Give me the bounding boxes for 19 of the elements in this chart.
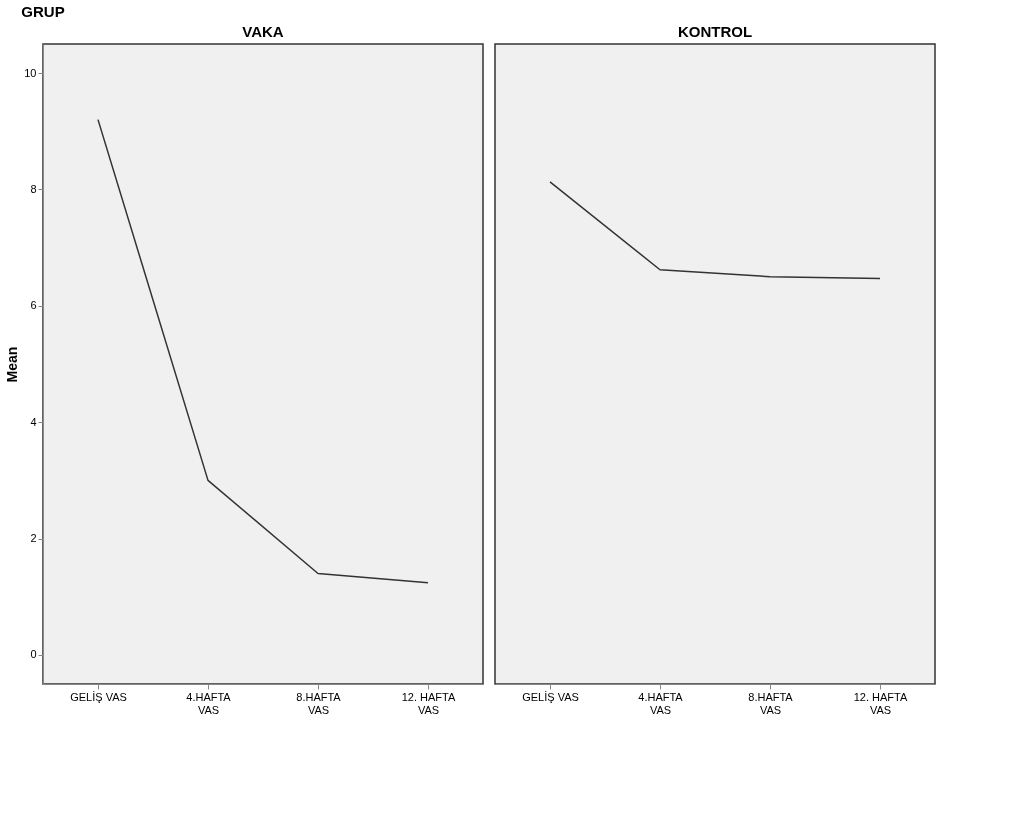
line-series	[97, 118, 429, 584]
y-tick-label: 0	[30, 648, 37, 661]
y-tick-label: 2	[30, 532, 37, 545]
x-tick-label: 8.HAFTA VAS	[748, 690, 794, 716]
x-tick-label: 4.HAFTA VAS	[638, 690, 684, 716]
x-tick-label: GELİŞ VAS	[70, 690, 127, 703]
chart-title: VAKA	[242, 23, 284, 40]
y-axis-title: Mean	[4, 346, 21, 383]
chart-title: KONTROL	[677, 23, 753, 40]
y-tick-label: 8	[30, 182, 37, 195]
x-tick-label: 4.HAFTA VAS	[186, 690, 232, 716]
y-tick-label: 4	[30, 415, 37, 428]
x-tick-label: 8.HAFTA VAS	[296, 690, 342, 716]
text: GRUP	[21, 3, 65, 21]
x-tick-label: 12. HAFTA VAS	[401, 690, 456, 716]
x-tick-label: 12. HAFTA VAS	[853, 690, 908, 716]
y-tick-label: 10	[24, 66, 37, 79]
x-tick-label: GELİŞ VAS	[522, 690, 579, 703]
y-tick-label: 6	[30, 299, 37, 312]
